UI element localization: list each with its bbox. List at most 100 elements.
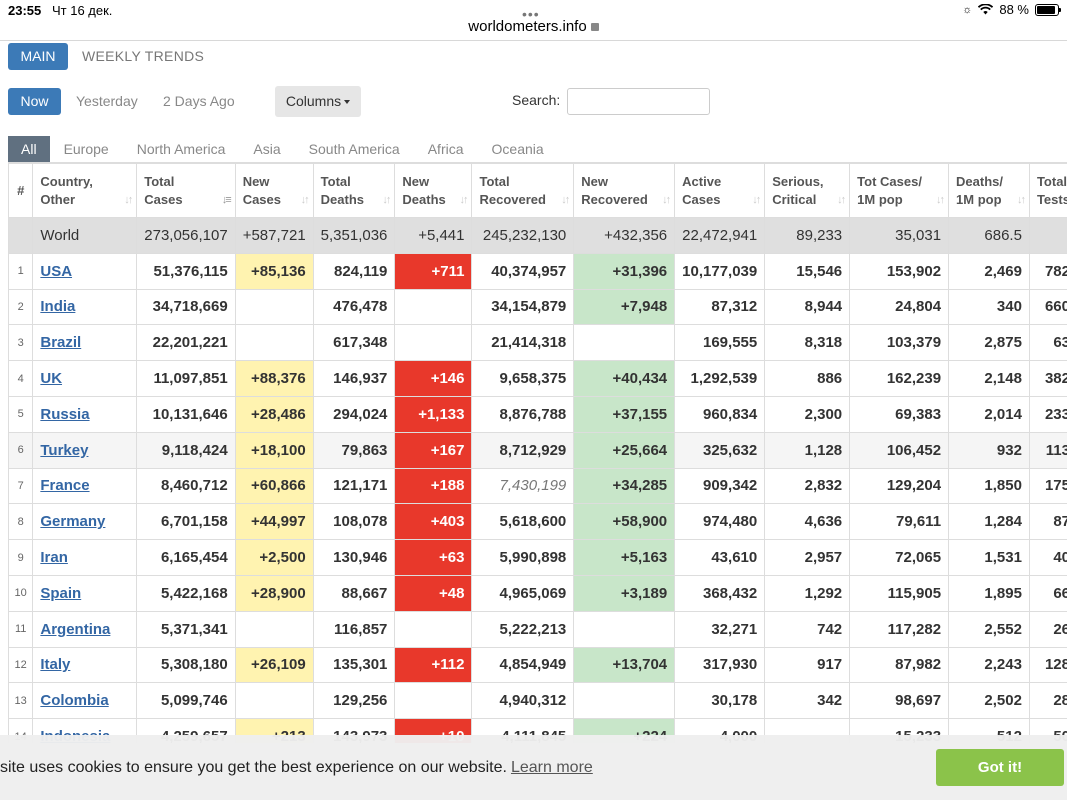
header-label: Total [320, 173, 351, 189]
table-cell: 40,374,957 [471, 252, 575, 290]
column-header[interactable]: New Recovered ↓↑ [573, 163, 676, 218]
tab-yesterday[interactable]: Yesterday [76, 93, 138, 109]
table-row: 10 Spain 5,422,168 +28,900 88,667 +48 4,965,06… [8, 574, 1067, 612]
table-cell: 5,990,898 [471, 539, 575, 576]
search-input[interactable] [567, 88, 710, 115]
header-label: Deaths [320, 191, 365, 207]
columns-button[interactable]: Columns [275, 86, 361, 117]
table-cell: 11,097,851 [136, 360, 236, 397]
table-cell: +60,866 [234, 467, 314, 505]
sort-icon[interactable]: ↓↑ [300, 194, 310, 206]
table-cell: 4,636 [764, 503, 851, 541]
table-cell: 6,165,454 [136, 539, 236, 576]
sort-icon[interactable]: ↓≡ [221, 194, 232, 206]
region-tab-north-america[interactable]: North America [136, 141, 226, 157]
sort-icon[interactable]: ↓↑ [662, 194, 671, 206]
sort-icon[interactable]: ↓↑ [459, 194, 468, 206]
sort-icon[interactable]: ↓↑ [752, 194, 761, 206]
country-link[interactable]: Germany [40, 513, 106, 531]
sort-icon[interactable]: ↓↑ [124, 194, 133, 206]
got-it-button[interactable]: Got it! [936, 749, 1064, 786]
region-tab-oceania[interactable]: Oceania [491, 141, 544, 157]
table-cell: Colombia [32, 682, 138, 720]
country-link[interactable]: Turkey [40, 441, 89, 459]
country-link[interactable]: Italy [40, 656, 71, 674]
header-label: Total [479, 173, 510, 189]
table-cell: 5,422,168 [136, 574, 236, 612]
tab-2-days-ago[interactable]: 2 Days Ago [163, 93, 235, 109]
table-cell: 1,531 [948, 539, 1030, 576]
table-cell [234, 682, 314, 720]
country-link[interactable]: India [40, 298, 76, 316]
table-cell: 2,957 [764, 539, 851, 576]
column-header[interactable]: Active Cases ↓↑ [674, 163, 766, 218]
region-tab-asia[interactable]: Asia [253, 141, 281, 157]
table-cell [573, 682, 676, 720]
table-cell: 175 [1028, 467, 1067, 505]
table-row: 9 Iran 6,165,454 +2,500 130,946 +63 5,990,898 +… [8, 539, 1067, 576]
column-header[interactable]: # [8, 163, 34, 218]
tab-main[interactable]: MAIN [8, 43, 68, 70]
table-cell: 5,222,213 [471, 610, 575, 648]
header-label: Active [682, 173, 722, 189]
table-cell: 4,940,312 [471, 682, 575, 720]
table-cell: 66 [1028, 574, 1067, 612]
column-header[interactable]: Total Cases ↓≡ [136, 163, 236, 218]
table-cell: 1,850 [948, 467, 1030, 505]
table-cell: 129,204 [849, 467, 950, 505]
table-cell: 974,480 [674, 503, 766, 541]
country-link[interactable]: Spain [40, 584, 82, 602]
sort-icon[interactable]: ↓↑ [1016, 194, 1026, 206]
table-cell: +31,396 [573, 252, 676, 290]
sort-icon[interactable]: ↓↑ [837, 194, 846, 206]
table-cell: 2,243 [948, 646, 1030, 684]
country-link[interactable]: UK [40, 370, 63, 388]
table-cell [573, 324, 676, 362]
column-header[interactable]: Total Recovered ↓↑ [471, 163, 575, 218]
country-link[interactable]: Iran [40, 549, 68, 567]
country-link[interactable]: Russia [40, 405, 90, 423]
url-bar[interactable]: worldometers.info [0, 18, 1067, 40]
region-tab-all[interactable]: All [8, 136, 50, 162]
sort-icon[interactable]: ↓↑ [561, 194, 570, 206]
country-link[interactable]: Argentina [40, 620, 111, 638]
tab-now[interactable]: Now [8, 88, 61, 115]
table-cell: 121,171 [312, 467, 396, 505]
table-cell: 34,718,669 [136, 288, 236, 326]
more-dots-icon[interactable]: ••• [522, 6, 540, 22]
country-link[interactable]: France [40, 477, 90, 495]
table-cell: 8,460,712 [136, 467, 236, 505]
region-tab-europe[interactable]: Europe [63, 141, 109, 157]
column-header[interactable]: New Cases ↓↑ [234, 163, 314, 218]
covid-table: # Country, Other ↓↑ Total Cases ↓≡ New Cases ↓↑ To… [8, 163, 1067, 743]
table-cell: 12 [8, 646, 34, 684]
table-cell: 130,946 [312, 539, 396, 576]
tab-weekly-trends[interactable]: WEEKLY TRENDS [82, 48, 205, 64]
column-header[interactable]: Tot Cases/1M pop ↓↑ [849, 163, 950, 218]
table-cell: 146,937 [312, 360, 396, 397]
region-tab-south-america[interactable]: South America [308, 141, 400, 157]
table-cell [234, 610, 314, 648]
column-header[interactable]: Total Deaths ↓↑ [312, 163, 396, 218]
column-header[interactable]: Deaths/1M pop ↓↑ [948, 163, 1030, 218]
table-cell: 233 [1028, 395, 1067, 433]
table-cell: USA [32, 252, 138, 290]
table-cell: 30,178 [674, 682, 766, 720]
table-cell: 34,154,879 [471, 288, 575, 326]
table-cell: 2,552 [948, 610, 1030, 648]
table-cell: 6 [8, 431, 34, 469]
sort-icon[interactable]: ↓↑ [936, 194, 945, 206]
sort-icon[interactable]: ↓↑ [382, 194, 391, 206]
column-header[interactable]: New Deaths ↓↑ [394, 163, 473, 218]
table-cell: 87 [1028, 503, 1067, 541]
table-cell: +146 [394, 360, 473, 397]
column-header[interactable]: Country, Other ↓↑ [32, 163, 138, 218]
country-link[interactable]: USA [40, 262, 73, 280]
header-label: Deaths/ [956, 173, 1004, 189]
country-link[interactable]: Colombia [40, 692, 109, 710]
column-header[interactable]: Total Tests [1028, 163, 1067, 218]
column-header[interactable]: Serious, Critical ↓↑ [764, 163, 851, 218]
learn-more-link[interactable]: Learn more [510, 759, 593, 776]
country-link[interactable]: Brazil [40, 334, 82, 352]
region-tab-africa[interactable]: Africa [427, 141, 464, 157]
